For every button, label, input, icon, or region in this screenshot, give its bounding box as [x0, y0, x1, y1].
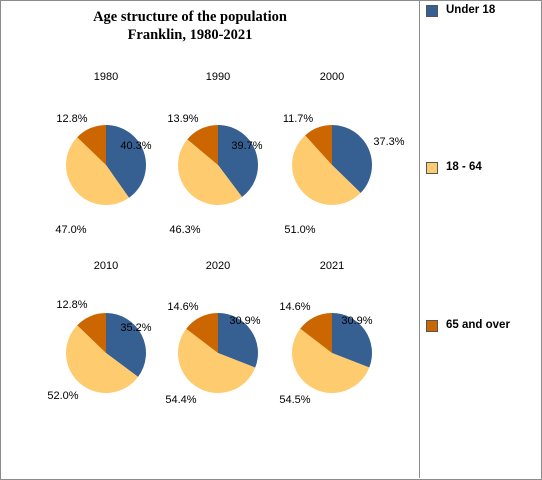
pie-data-label-18-64: 52.0% — [47, 390, 78, 402]
legend-swatch-under-18 — [426, 5, 438, 17]
pie-1980: 1980 40.3% 47.0% 12.8% — [55, 71, 151, 236]
pie-data-label-under-18: 35.2% — [120, 322, 151, 334]
pie-data-label-under-18: 30.9% — [229, 315, 260, 327]
legend-label-65-and-over: 65 and over — [446, 319, 510, 331]
pie-data-label-under-18: 40.3% — [120, 140, 151, 152]
pie-slice-under-18 — [218, 313, 258, 368]
pie-slice-under-18 — [332, 313, 372, 368]
pie-slice-65-and-over — [77, 312, 106, 353]
pie-data-label-18-64: 54.4% — [165, 394, 196, 406]
pie-data-label-65-and-over: 14.6% — [167, 301, 198, 313]
pie-1990: 1990 39.7% 46.3% 13.9% — [167, 71, 262, 236]
pie-slice-65-and-over — [77, 125, 106, 165]
pie-data-label-65-and-over: 13.9% — [167, 113, 198, 125]
pie-year-label: 2021 — [320, 260, 344, 272]
legend-label-18-64: 18 - 64 — [446, 161, 482, 173]
pie-data-label-18-64: 46.3% — [169, 224, 200, 236]
pie-slice-65-and-over — [186, 313, 218, 353]
pie-data-label-65-and-over: 11.7% — [283, 113, 314, 125]
pie-slice-18-64 — [178, 139, 243, 205]
pie-data-label-65-and-over: 14.6% — [279, 301, 310, 313]
pie-slice-18-64 — [291, 328, 370, 394]
pie-slice-under-18 — [218, 125, 259, 197]
pie-year-label: 2000 — [320, 71, 344, 83]
pie-data-label-under-18: 37.3% — [373, 136, 404, 148]
pie-data-label-under-18: 39.7% — [231, 140, 262, 152]
pie-slice-65-and-over — [300, 313, 332, 353]
pie-slice-65-and-over — [187, 125, 218, 165]
pie-slice-under-18 — [106, 125, 146, 198]
pie-slice-18-64 — [292, 135, 361, 205]
pie-slice-18-64 — [66, 325, 139, 393]
chart-title-line: Age structure of the population — [93, 9, 287, 25]
legend-swatch-18-64 — [426, 162, 438, 174]
pie-slice-65-and-over — [305, 125, 332, 165]
pie-slice-under-18 — [332, 125, 373, 193]
pie-2021: 2021 30.9% 54.5% 14.6% — [279, 260, 372, 406]
pie-2010: 2010 35.2% 52.0% 12.8% — [47, 260, 151, 402]
pie-data-label-65-and-over: 12.8% — [56, 299, 87, 311]
pie-slice-18-64 — [177, 328, 256, 394]
pie-data-label-18-64: 51.0% — [284, 224, 315, 236]
pie-data-label-under-18: 30.9% — [341, 315, 372, 327]
pie-data-label-18-64: 47.0% — [55, 224, 86, 236]
pie-data-label-18-64: 54.5% — [279, 394, 310, 406]
pie-year-label: 1980 — [94, 71, 118, 83]
pie-data-label-65-and-over: 12.8% — [56, 113, 87, 125]
pie-2020: 2020 30.9% 54.4% 14.6% — [165, 260, 260, 406]
legend-divider — [419, 0, 420, 478]
chart-title: Age structure of the population Franklin… — [0, 8, 380, 44]
pie-year-label: 2020 — [206, 260, 230, 272]
legend-label-under-18: Under 18 — [446, 4, 496, 16]
pie-year-label: 1990 — [206, 71, 230, 83]
pie-year-label: 2010 — [94, 260, 118, 272]
pie-2000: 2000 37.3% 51.0% 11.7% — [283, 71, 405, 236]
pie-slice-18-64 — [65, 137, 129, 206]
pie-slice-under-18 — [106, 313, 147, 377]
chart-subtitle-line: Franklin, 1980-2021 — [127, 27, 253, 43]
legend-swatch-65-and-over — [426, 320, 438, 332]
